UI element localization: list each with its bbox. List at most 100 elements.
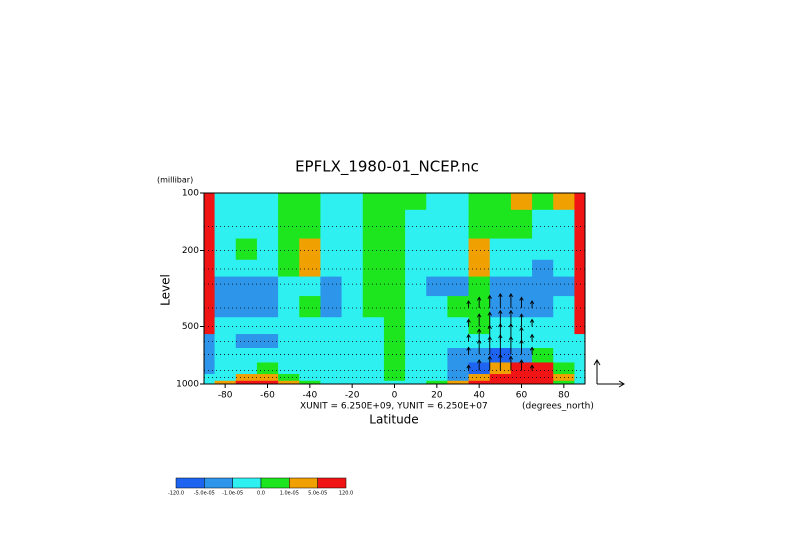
- contour-cell: [362, 209, 385, 240]
- contour-cell: [553, 238, 575, 261]
- vector: [498, 293, 503, 308]
- contour-cell: [426, 334, 448, 349]
- y-unit: (millibar): [157, 176, 193, 185]
- contour-cell: [214, 238, 237, 261]
- vector-head: [529, 346, 535, 351]
- contour-cell: [447, 334, 470, 349]
- contour-cell: [574, 374, 585, 382]
- vector: [476, 296, 482, 308]
- contour-cell: [510, 276, 533, 297]
- contour-cell: [426, 238, 448, 261]
- contour-cell: [447, 317, 470, 335]
- x-tick-label: -80: [218, 391, 233, 401]
- contour-cell: [278, 348, 300, 363]
- contour-cell: [405, 380, 427, 384]
- contour-cell: [299, 348, 321, 363]
- contour-cell: [574, 209, 585, 240]
- contour-cell: [299, 334, 321, 349]
- contour-cell: [468, 380, 491, 384]
- vector-head: [466, 364, 471, 369]
- vector: [476, 359, 482, 371]
- contour-cell: [204, 374, 216, 382]
- contour-cell: [256, 209, 279, 240]
- contour-cell: [574, 334, 585, 349]
- contour-cell: [235, 276, 258, 297]
- vector-head: [508, 355, 514, 360]
- contour-cell: [256, 374, 279, 382]
- vector-head: [519, 313, 524, 318]
- colorbar-swatch: [260, 477, 290, 489]
- contour-cell: [532, 238, 554, 261]
- contour-cell: [447, 374, 470, 382]
- contour-cell: [278, 238, 300, 261]
- contour-cell: [235, 317, 258, 335]
- contour-cell: [320, 380, 343, 384]
- colorbar-swatch: [317, 477, 347, 489]
- reference-arrowhead-x: [618, 380, 625, 388]
- contour-cell: [447, 193, 470, 211]
- vector: [529, 364, 535, 371]
- contour-cell: [426, 317, 448, 335]
- contour-cell: [553, 348, 575, 363]
- contour-cell: [574, 193, 585, 211]
- vector: [476, 313, 482, 327]
- contour-cell: [362, 362, 385, 375]
- x-tick-label: 60: [516, 391, 528, 401]
- contour-cell: [204, 362, 216, 375]
- contour-cell: [426, 380, 448, 384]
- colorbar-label: 1.0e-05: [280, 491, 299, 497]
- contour-cell: [447, 362, 470, 375]
- contour-cell: [362, 334, 385, 349]
- contour-cell: [235, 334, 258, 349]
- contour-cell: [214, 193, 237, 211]
- contour-cell: [320, 209, 343, 240]
- contour-cell: [532, 374, 554, 382]
- contour-cell: [468, 193, 491, 211]
- y-tick-label: 200: [182, 246, 199, 256]
- contour-cell: [405, 348, 427, 363]
- contour-cell: [383, 362, 406, 375]
- vector-head: [476, 296, 482, 301]
- contour-cell: [235, 209, 258, 240]
- contour-cell: [447, 296, 470, 318]
- contour-cell: [214, 334, 237, 349]
- contour-cell: [235, 238, 258, 261]
- contour-cell: [510, 259, 533, 278]
- contour-cell: [468, 348, 491, 363]
- vector: [519, 339, 524, 355]
- vector-head: [487, 294, 492, 299]
- contour-cell: [341, 296, 364, 318]
- contour-cell: [341, 193, 364, 211]
- y-tick-label: 500: [182, 322, 199, 332]
- contour-cell: [256, 238, 279, 261]
- contour-cell: [362, 296, 385, 318]
- vector: [529, 318, 535, 327]
- colorbar: -120.0 -5.0e-05 -1.0e-05 0.0 1.0e-05 5.0e-05 1…: [168, 477, 353, 497]
- vector-head: [529, 318, 535, 323]
- vector-head: [476, 313, 482, 318]
- contour-cell: [214, 362, 237, 375]
- vector-head: [529, 333, 535, 338]
- contour-cell: [256, 317, 279, 335]
- contour-cell: [341, 362, 364, 375]
- x-tick-label: -60: [260, 391, 275, 401]
- vector: [487, 311, 492, 327]
- vector: [466, 318, 471, 327]
- contour-cell: [489, 238, 512, 261]
- vector: [476, 339, 482, 355]
- contour-cell: [341, 209, 364, 240]
- contour-cell: [320, 276, 343, 297]
- contour-cell: [341, 348, 364, 363]
- contour-cell: [235, 362, 258, 375]
- contour-cell: [320, 193, 343, 211]
- contour-cell: [235, 296, 258, 318]
- contour-cell: [235, 193, 258, 211]
- contour-cell: [214, 259, 237, 278]
- contour-cell: [553, 317, 575, 335]
- contour-cell: [553, 276, 575, 297]
- contour-cell: [362, 193, 385, 211]
- contour-cell: [299, 317, 321, 335]
- vector-head: [498, 353, 503, 358]
- contour-cell: [532, 362, 554, 375]
- contour-cell: [204, 209, 216, 240]
